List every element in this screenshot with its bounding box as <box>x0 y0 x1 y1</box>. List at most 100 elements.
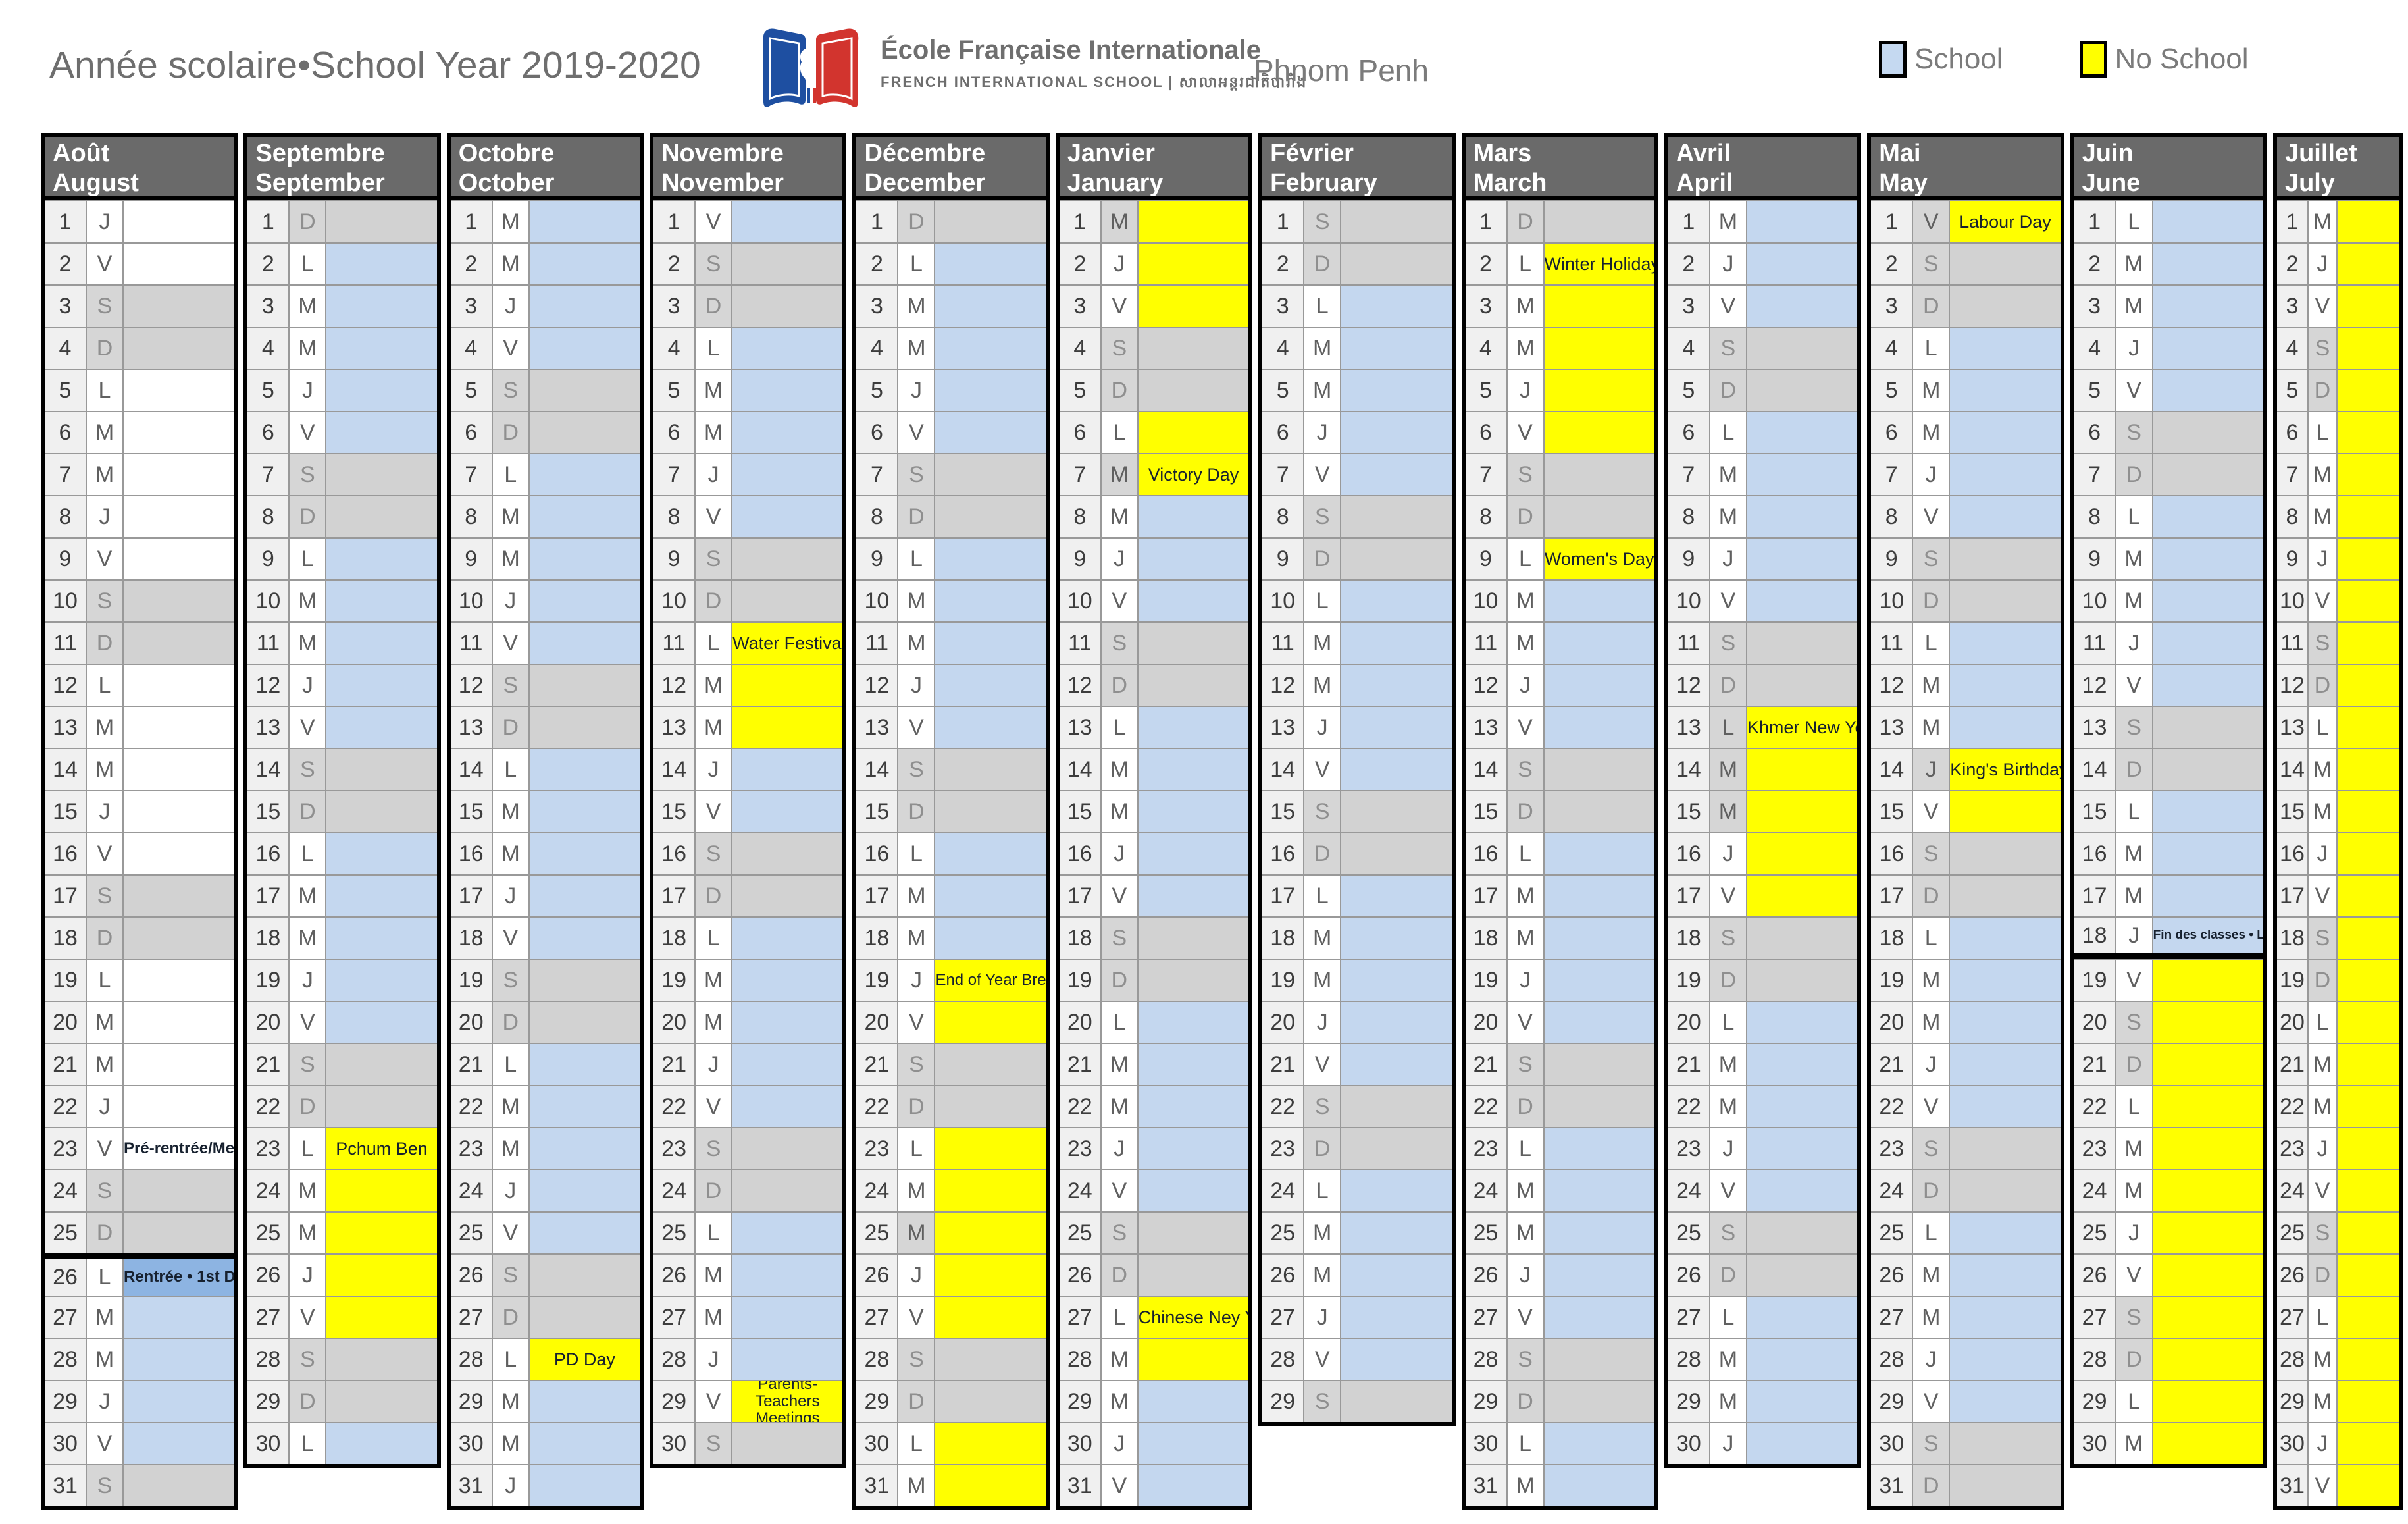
day-cell: Winter Holiday <box>1544 244 1654 284</box>
day-row: 27 V <box>1465 1296 1654 1338</box>
day-number: 23 <box>1059 1128 1102 1169</box>
day-cell <box>2153 960 2263 1001</box>
day-cell <box>1341 1170 1452 1211</box>
day-cell <box>1138 1381 1249 1422</box>
day-letter: M <box>1507 918 1545 959</box>
day-cell <box>1544 1213 1654 1253</box>
day-row: 13 S <box>2074 706 2263 748</box>
day-cell <box>1747 201 1858 242</box>
day-row: 14 M <box>1668 748 1858 790</box>
day-cell <box>1950 1213 2061 1253</box>
day-cell <box>529 1255 640 1296</box>
day-cell <box>732 328 843 369</box>
day-cell <box>2337 1086 2399 1127</box>
day-cell <box>2337 960 2399 1001</box>
day-row: 7 M Victory Day <box>1059 453 1249 495</box>
day-letter: S <box>696 244 733 284</box>
day-cell <box>326 1339 437 1380</box>
day-cell <box>1747 1297 1858 1338</box>
day-row: 27 L <box>2276 1296 2399 1338</box>
day-row: 20 D <box>450 1001 640 1043</box>
day-row: 20 M <box>45 1001 234 1043</box>
day-row: 18 D <box>45 916 234 959</box>
day-cell <box>1138 1213 1249 1253</box>
day-letter: S <box>2308 1213 2338 1253</box>
day-cell <box>1341 1297 1452 1338</box>
day-cell <box>935 833 1046 874</box>
day-row: 27 D <box>450 1296 640 1338</box>
day-number: 2 <box>653 244 696 284</box>
day-letter: L <box>290 539 327 579</box>
day-letter: L <box>1304 876 1342 916</box>
day-cell <box>1138 623 1249 664</box>
day-row: 11 M <box>856 621 1046 664</box>
day-cell <box>124 1002 234 1043</box>
day-row: 30 M <box>450 1422 640 1464</box>
day-number: 18 <box>2074 918 2116 953</box>
day-row: 29 S <box>1262 1380 1452 1422</box>
day-cell <box>326 201 437 242</box>
day-cell <box>2337 1002 2399 1043</box>
day-number: 10 <box>1871 581 1914 621</box>
day-cell <box>124 833 234 874</box>
day-letter: V <box>898 412 936 453</box>
day-letter: S <box>898 1044 936 1085</box>
day-cell <box>1950 1086 2061 1127</box>
day-row: 13 M <box>653 706 843 748</box>
day-letter: D <box>696 286 733 327</box>
day-cell <box>326 1044 437 1085</box>
month-february: Février February 1 S 2 D 3 L 4 M 5 M 6 J 7 V 8 S 9 D 10 L 11 M 1… <box>1258 133 1456 1426</box>
day-number: 8 <box>1465 496 1508 537</box>
day-letter: J <box>696 454 733 495</box>
day-letter: M <box>2116 1170 2153 1211</box>
day-row: 19 M <box>1871 959 2061 1001</box>
day-cell <box>1747 1170 1858 1211</box>
day-letter: M <box>2308 1381 2338 1422</box>
day-letter: L <box>1304 1170 1342 1211</box>
day-number: 18 <box>45 918 87 959</box>
day-number: 3 <box>1871 286 1914 327</box>
day-row: 30 J <box>2276 1422 2399 1464</box>
day-letter: S <box>1913 1128 1951 1169</box>
day-row: 25 S <box>1668 1211 1858 1253</box>
day-cell <box>935 1339 1046 1380</box>
day-letter: M <box>2116 833 2153 874</box>
day-cell <box>935 1002 1046 1043</box>
day-number: 6 <box>1262 412 1305 453</box>
day-number: 6 <box>1668 412 1710 453</box>
day-number: 30 <box>856 1423 899 1464</box>
day-cell <box>2153 707 2263 748</box>
day-row: 12 V <box>2074 664 2263 706</box>
day-cell <box>1747 1044 1858 1085</box>
day-row: 27 S <box>2074 1296 2263 1338</box>
day-cell <box>529 370 640 411</box>
calendar: Août August 1 J 2 V 3 S 4 D 5 L 6 M 7 M 8 J 9 V 10 S 11 D 12 L 13 M… <box>41 133 2403 1510</box>
month-name-en: August <box>53 169 139 197</box>
day-letter: J <box>290 665 327 706</box>
day-number: 4 <box>45 328 87 369</box>
day-cell: End of Year Break <box>935 960 1046 1001</box>
day-number: 20 <box>450 1002 493 1043</box>
day-cell <box>326 1002 437 1043</box>
day-cell <box>1544 1297 1654 1338</box>
day-cell <box>2153 833 2263 874</box>
month-header: Octobre October <box>450 137 640 200</box>
day-number: 22 <box>1871 1086 1914 1127</box>
day-cell <box>326 665 437 706</box>
day-letter: M <box>2308 201 2338 242</box>
day-letter: V <box>290 1002 327 1043</box>
day-letter: L <box>87 665 124 706</box>
day-letter: M <box>696 1297 733 1338</box>
day-cell <box>935 918 1046 959</box>
day-letter: M <box>2308 454 2338 495</box>
day-cell <box>1747 791 1858 832</box>
day-letter: J <box>492 581 530 621</box>
day-row: 25 M <box>1465 1211 1654 1253</box>
day-number: 6 <box>1059 412 1102 453</box>
